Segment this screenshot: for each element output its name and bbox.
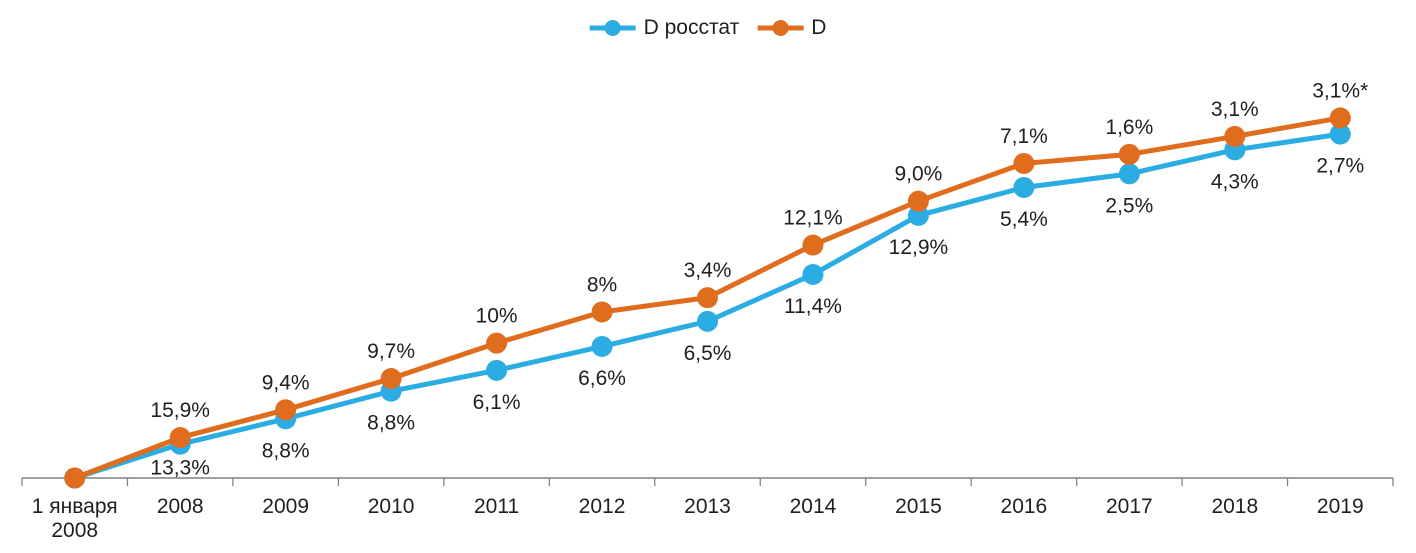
x-axis-label: 2016 [1001,495,1048,518]
data-point-label: 13,3% [150,457,210,480]
legend-item-d: D [757,16,826,40]
x-axis-label: 2008 [157,495,204,518]
data-point-label: 8,8% [367,412,415,435]
data-point-label: 1,6% [1105,116,1153,139]
data-point-marker [802,234,824,256]
data-point-marker [380,368,402,390]
data-point-marker [591,335,613,357]
data-point-marker [1118,143,1140,165]
x-axis-label: 1 января [32,495,118,518]
x-axis-label: 2014 [790,495,837,518]
data-point-label: 6,5% [684,342,732,365]
data-point-label: 11,4% [784,295,842,318]
data-point-marker [1329,107,1351,129]
data-point-label: 4,3% [1211,170,1259,193]
data-point-label: 10% [476,305,518,328]
data-point-label: 2,5% [1105,194,1153,217]
data-point-label: 3,1% [1211,98,1259,121]
x-axis-label: 2017 [1106,495,1153,518]
x-axis-label: 2015 [895,495,942,518]
data-point-label: 15,9% [150,399,210,422]
data-point-marker [1013,176,1035,198]
x-axis-label: 2008 [51,519,98,542]
data-point-label: 3,1%* [1312,79,1368,102]
data-point-marker [1224,125,1246,147]
x-axis-label: 2018 [1211,495,1258,518]
data-point-marker [802,263,824,285]
data-point-label: 8,8% [262,439,310,462]
data-point-label: 7,1% [1000,125,1048,148]
data-point-label: 6,6% [578,367,626,390]
x-axis-label: 2019 [1317,495,1364,518]
data-point-marker [169,427,191,449]
data-point-label: 5,4% [1000,208,1048,231]
chart-legend: D росстат D [589,16,826,40]
data-point-label: 6,1% [473,391,521,414]
x-axis-label: 2013 [684,495,731,518]
data-point-label: 12,1% [783,207,843,230]
data-point-label: 8% [587,273,617,296]
data-point-marker [591,301,613,323]
x-axis-label: 2012 [579,495,626,518]
data-point-label: 3,4% [684,259,732,282]
x-axis-label: 2010 [368,495,415,518]
data-point-label: 12,9% [889,236,949,259]
legend-label-d: D [811,16,827,39]
data-point-marker [486,359,508,381]
legend-line-marker-icon [589,20,636,36]
legend-line-marker-icon [757,20,804,36]
x-axis-label: 2009 [262,495,309,518]
data-point-label: 9,7% [367,340,415,363]
legend-label-d-rosstat: D росстат [643,16,740,39]
legend-dot-orange [772,20,789,36]
data-point-marker [697,310,718,332]
data-point-label: 9,0% [894,163,942,186]
data-point-label: 9,4% [262,371,310,394]
data-point-label: 2,7% [1316,155,1364,178]
data-point-marker [697,287,718,309]
legend-dot-blue [604,20,621,36]
legend-item-d-rosstat: D росстат [589,16,740,40]
data-point-marker [275,399,297,421]
data-point-marker [907,190,929,212]
data-point-marker [486,332,508,354]
data-point-marker [1329,123,1351,145]
x-axis-label: 2011 [474,495,519,518]
data-point-marker [1013,152,1035,174]
data-point-marker [64,467,86,489]
data-point-marker [1118,163,1140,185]
